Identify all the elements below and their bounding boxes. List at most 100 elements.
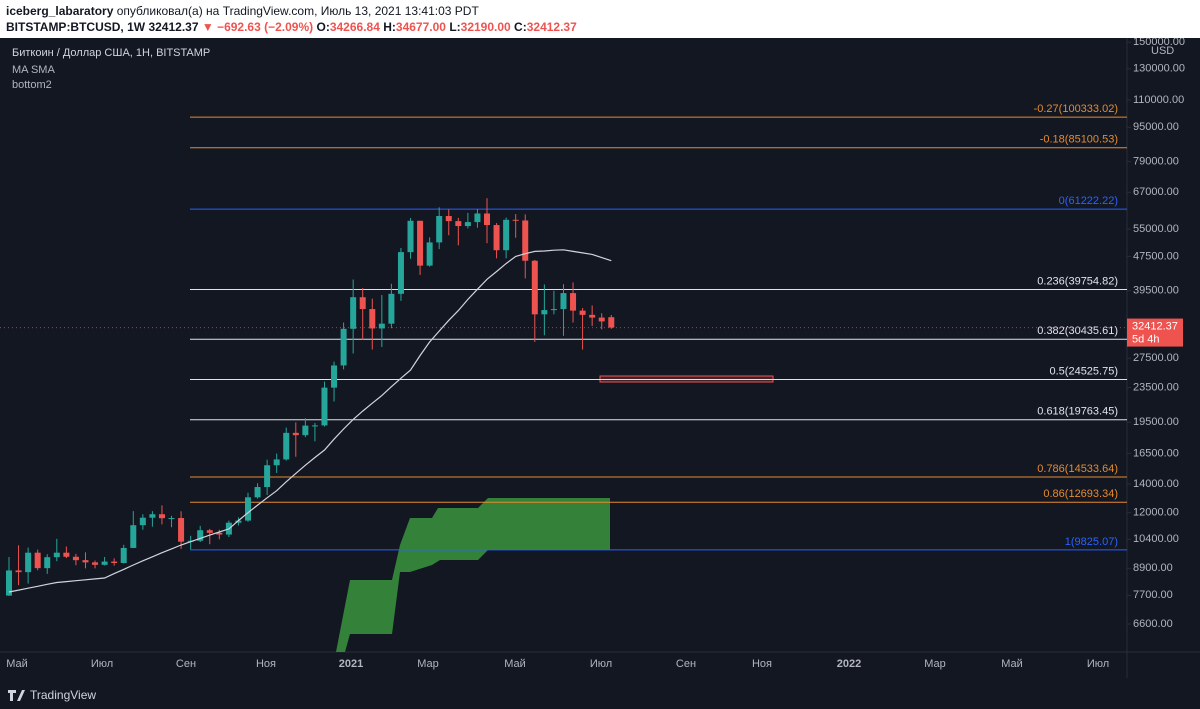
candle-body <box>369 309 376 329</box>
candle-body <box>388 293 395 324</box>
candle-body <box>474 213 481 223</box>
candle-body <box>359 297 366 310</box>
candle-body <box>149 514 156 518</box>
candle-body <box>92 562 99 565</box>
candle-body <box>311 425 318 427</box>
fib-label: 0.236(39754.82) <box>1037 275 1118 287</box>
candle-body <box>44 557 51 569</box>
y-tick-label: 10400.00 <box>1133 533 1179 545</box>
l-val: 32190.00 <box>460 20 511 34</box>
o-key: O: <box>316 20 330 34</box>
fib-label: 0.618(19763.45) <box>1037 406 1118 418</box>
target-zone <box>599 375 774 383</box>
y-tick-label: 150000.00 <box>1133 38 1185 48</box>
candle-body <box>245 497 251 521</box>
x-tick-label: Май <box>6 658 28 670</box>
x-tick-label: Июл <box>590 658 612 670</box>
h-key: H: <box>383 20 396 34</box>
y-tick-label: 12000.00 <box>1133 507 1179 519</box>
fib-label: 1(9825.07) <box>1065 536 1118 548</box>
fib-label: 0(61222.22) <box>1059 195 1118 207</box>
candle-body <box>283 432 290 460</box>
cloud <box>336 498 610 652</box>
x-tick-label: Сен <box>176 658 196 670</box>
publish-line: iceberg_labaratory опубликовал(а) на Tra… <box>6 4 479 18</box>
price-tag-value: 32412.37 <box>1132 320 1178 332</box>
candle-body <box>445 215 452 222</box>
x-tick-label: 2022 <box>837 658 861 670</box>
candle-body <box>397 252 404 294</box>
candle-body <box>63 552 70 557</box>
x-tick-label: Май <box>504 658 526 670</box>
candle-body <box>120 547 127 563</box>
symbol: BITSTAMP:BTCUSD, 1W <box>6 20 146 34</box>
candle-body <box>235 520 242 523</box>
chart: Биткоин / Доллар США, 1H, BITSTAMP MA SM… <box>0 38 1200 702</box>
indicator: bottom2 <box>12 79 52 91</box>
x-tick-label: Май <box>1001 658 1023 670</box>
fib-label: 0.86(12693.34) <box>1043 488 1118 500</box>
candle-body <box>53 552 60 558</box>
y-unit: USD <box>1151 45 1174 57</box>
y-tick-label: 7700.00 <box>1133 589 1173 601</box>
l-key: L: <box>449 20 461 34</box>
y-tick-label: 39500.00 <box>1133 285 1179 297</box>
x-tick-label: Сен <box>676 658 696 670</box>
fib-label: 0.382(30435.61) <box>1037 325 1118 337</box>
candle-body <box>158 514 165 519</box>
c-val: 32412.37 <box>526 20 577 34</box>
brand: TradingView <box>30 688 96 702</box>
candle-body <box>254 487 261 498</box>
candle-body <box>302 425 309 436</box>
o-val: 34266.84 <box>329 20 380 34</box>
x-tick-label: Мар <box>417 658 439 670</box>
candle-body <box>216 532 223 535</box>
change: ▼ −692.63 (−2.09%) <box>201 20 314 34</box>
candle-body <box>168 518 175 520</box>
candle-body <box>455 221 462 227</box>
candle-body <box>321 387 328 426</box>
y-tick-label: 95000.00 <box>1133 121 1179 133</box>
x-tick-label: Мар <box>924 658 946 670</box>
symbol-line: BITSTAMP:BTCUSD, 1W 32412.37 ▼ −692.63 (… <box>6 20 577 34</box>
fib-label: -0.18(85100.53) <box>1040 134 1118 146</box>
candle-body <box>598 317 605 322</box>
candle-body <box>111 561 118 563</box>
header: iceberg_labaratory опубликовал(а) на Tra… <box>0 0 1200 38</box>
candle-body <box>178 518 185 542</box>
candle-body <box>522 220 529 261</box>
candle-body <box>331 365 338 388</box>
y-tick-label: 79000.00 <box>1133 156 1179 168</box>
fib-label: 0.786(14533.64) <box>1037 463 1118 475</box>
price-tag-countdown: 5d 4h <box>1132 333 1160 345</box>
candle-body <box>570 293 577 311</box>
sma-line <box>8 249 612 593</box>
y-tick-label: 14000.00 <box>1133 478 1179 490</box>
candle-body <box>503 219 510 251</box>
candle-body <box>608 317 615 328</box>
candle-body <box>82 560 89 563</box>
candle-body <box>340 328 347 366</box>
candle-body <box>72 556 79 561</box>
candle-body <box>130 525 137 548</box>
candle-body <box>101 561 108 565</box>
last: 32412.37 <box>148 20 199 34</box>
candle-body <box>292 432 299 436</box>
y-tick-label: 27500.00 <box>1133 352 1179 364</box>
candle-body <box>407 220 414 253</box>
candle-body <box>560 293 567 310</box>
h-val: 34677.00 <box>395 20 446 34</box>
chart-title: Биткоин / Доллар США, 1H, BITSTAMP <box>12 47 210 59</box>
candle-body <box>34 552 41 569</box>
user: iceberg_labaratory <box>6 4 114 18</box>
candle-body <box>139 517 146 526</box>
candle-body <box>264 465 271 488</box>
candle-body <box>6 570 12 596</box>
c-key: C: <box>514 20 527 34</box>
candle-body <box>512 219 519 221</box>
x-tick-label: Июл <box>91 658 113 670</box>
x-tick-label: Ноя <box>256 658 276 670</box>
candle-body <box>350 297 357 329</box>
y-tick-label: 55000.00 <box>1133 223 1179 235</box>
